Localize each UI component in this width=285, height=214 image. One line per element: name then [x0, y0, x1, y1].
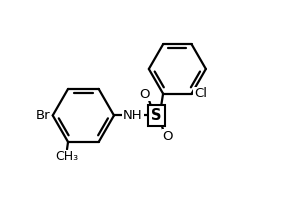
Text: Cl: Cl — [194, 87, 207, 100]
Text: O: O — [139, 88, 150, 101]
Text: NH: NH — [123, 109, 143, 122]
Text: Br: Br — [36, 109, 50, 122]
Text: CH₃: CH₃ — [55, 150, 79, 163]
Text: S: S — [151, 108, 162, 123]
Text: O: O — [163, 130, 173, 143]
